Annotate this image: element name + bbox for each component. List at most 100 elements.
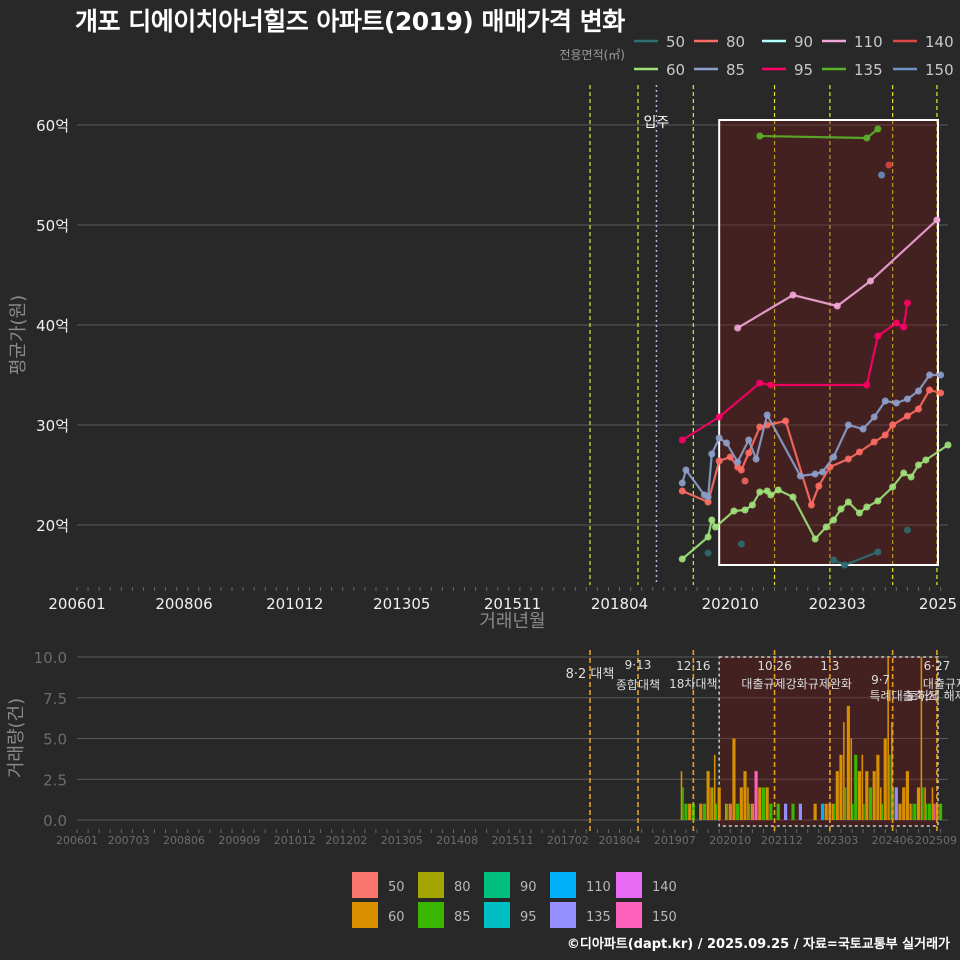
series-95 [678, 299, 911, 444]
policy-date-label: 10·26 [757, 659, 791, 673]
series-85 [678, 371, 945, 501]
series-point-95 [767, 381, 775, 389]
bottom-x-tick-label: 201012 [274, 834, 316, 847]
bottom-y-tick-label: 5.0 [43, 731, 67, 749]
series-point-85 [734, 458, 742, 466]
bottom-x-minor-ticks [76, 829, 942, 833]
top-y-tick-label: 50억 [36, 217, 69, 235]
policy-name-label: 대출규제 [923, 677, 960, 691]
volume-bar [872, 771, 876, 820]
series-point-50 [874, 548, 882, 556]
series-point-80 [914, 405, 922, 413]
volume-bar [776, 803, 780, 820]
series-point-80 [855, 448, 863, 456]
legend-bottom-swatch [352, 902, 378, 928]
policy-date-label: 9·7 [871, 673, 890, 687]
volume-bar [909, 803, 912, 820]
volume-bar [863, 803, 865, 820]
series-point-60 [922, 456, 930, 464]
volume-bar [682, 787, 684, 820]
series-point-85 [752, 455, 760, 463]
volume-bar [688, 803, 692, 820]
series-point-85 [819, 468, 827, 476]
bottom-y-tick-label: 2.5 [43, 771, 67, 789]
legend-top-label: 50 [666, 33, 685, 51]
volume-bar [706, 771, 710, 820]
volume-bar [911, 803, 913, 820]
series-point-60 [874, 497, 882, 505]
volume-bar [865, 771, 869, 820]
volume-bar [850, 738, 853, 820]
volume-bar [699, 803, 703, 820]
legend-bottom-swatch [616, 902, 642, 928]
series-point-95 [874, 332, 882, 340]
legend-top-label: 110 [854, 33, 883, 51]
volume-bar [761, 787, 766, 820]
series-point-85 [715, 434, 723, 442]
series-point-80 [756, 423, 764, 431]
volume-bar [732, 738, 736, 820]
series-point-60 [844, 498, 852, 506]
policy-date-label: 12·16 [676, 659, 710, 673]
volume-bar [898, 803, 902, 820]
volume-bar [820, 803, 825, 820]
series-point-60 [711, 523, 719, 531]
series-point-80 [807, 501, 815, 509]
policy-label: 8·2 대책 [566, 667, 615, 682]
series-point-80 [782, 417, 790, 425]
top-y-tick-label: 60억 [36, 117, 69, 135]
scatter-point [885, 161, 893, 169]
legend-bottom-label: 50 [388, 880, 405, 895]
series-point-60 [704, 533, 712, 541]
volume-bar [925, 803, 928, 820]
bottom-x-tick-label: 201907 [654, 834, 696, 847]
series-point-80 [926, 386, 934, 394]
series-point-135 [756, 132, 764, 140]
bottom-x-tick-label: 201202 [325, 834, 367, 847]
top-x-tick-label: 2025 [919, 595, 957, 613]
series-point-85 [796, 472, 804, 480]
legend-bottom-label: 150 [652, 910, 677, 925]
volume-bar [905, 771, 909, 820]
series-point-60 [837, 505, 845, 513]
series-point-85 [914, 387, 922, 395]
volume-bar [879, 787, 882, 820]
copyright-note: ©디아파트(dapt.kr) / 2025.09.25 / 자료=국토교통부 실… [566, 937, 950, 952]
legend-bottom-label: 85 [454, 910, 471, 925]
volume-bar [713, 754, 716, 820]
legend-bottom-label: 60 [388, 910, 405, 925]
series-point-110 [933, 216, 941, 224]
series-point-85 [892, 399, 900, 407]
series-point-95 [903, 299, 911, 307]
series-point-85 [678, 479, 686, 487]
legend-bottom-label: 135 [586, 910, 611, 925]
policy-date-label: 9·13 [625, 658, 652, 672]
volume-bar [824, 803, 828, 820]
scatter-point [704, 549, 712, 557]
bottom-x-tick-label: 201511 [492, 834, 534, 847]
series-point-95 [863, 381, 871, 389]
top-x-axis-title: 거래년월 [479, 611, 545, 632]
bottom-y-tick-label: 10.0 [34, 649, 67, 667]
legend-top-label: 140 [925, 33, 954, 51]
series-point-60 [730, 507, 738, 515]
volume-bar [724, 803, 727, 820]
series-point-95 [715, 413, 723, 421]
volume-bar [736, 803, 740, 820]
legend-bottom-label: 140 [652, 880, 677, 895]
volume-bar [876, 754, 880, 820]
volume-bar [933, 803, 935, 820]
bottom-x-tick-label: 200601 [56, 834, 98, 847]
series-point-60 [907, 473, 915, 481]
volume-bar [939, 803, 943, 820]
series-point-60 [822, 523, 830, 531]
series-point-80 [881, 431, 889, 439]
legend-top-label: 135 [854, 61, 883, 79]
series-point-85 [745, 436, 753, 444]
scatter-point [741, 477, 749, 485]
volume-bar [765, 787, 769, 820]
bottom-x-tick-label: 201305 [381, 834, 423, 847]
volume-bar [916, 787, 921, 820]
volume-bar [684, 803, 688, 820]
top-x-tick-label: 201305 [373, 595, 430, 613]
